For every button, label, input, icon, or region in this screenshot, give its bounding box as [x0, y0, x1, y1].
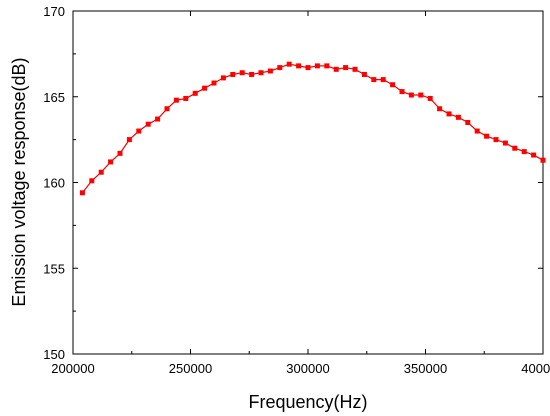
data-point-marker: [521, 149, 527, 155]
x-tick-label: 400000: [521, 361, 550, 376]
data-point-marker: [314, 63, 320, 69]
x-axis-ticks: 200000 250000 300000 350000 400000: [51, 11, 550, 376]
data-point-marker: [531, 152, 537, 158]
data-point-marker: [145, 121, 151, 127]
data-point-marker: [408, 92, 414, 98]
x-tick-label: 300000: [286, 361, 329, 376]
data-point-marker: [399, 89, 405, 95]
y-axis-ticks: 150 155 160 165 170: [43, 4, 543, 362]
data-point-marker: [474, 128, 480, 134]
data-point-marker: [502, 140, 508, 146]
data-point-marker: [136, 128, 142, 134]
data-point-marker: [192, 90, 198, 96]
data-point-marker: [437, 106, 443, 112]
data-point-marker: [239, 70, 245, 76]
y-axis-title: Emission voltage response(dB): [9, 57, 29, 306]
data-point-marker: [117, 150, 123, 156]
y-tick-label: 170: [43, 4, 65, 19]
y-tick-label: 160: [43, 176, 65, 191]
data-point-marker: [455, 114, 461, 120]
x-tick-label: 350000: [404, 361, 447, 376]
data-point-marker: [126, 137, 132, 143]
data-point-marker: [484, 133, 490, 139]
data-point-marker: [465, 119, 471, 125]
data-point-marker: [427, 95, 433, 101]
data-point-marker: [183, 95, 189, 101]
data-point-marker: [286, 61, 292, 67]
data-point-marker: [155, 116, 161, 122]
data-point-marker: [296, 63, 302, 69]
data-point-marker: [324, 63, 330, 69]
data-point-marker: [164, 106, 170, 112]
data-point-marker: [79, 190, 85, 196]
data-point-marker: [493, 137, 499, 143]
data-point-marker: [173, 97, 179, 103]
y-tick-label: 150: [43, 347, 65, 362]
data-point-marker: [371, 77, 377, 83]
data-point-marker: [211, 80, 217, 86]
data-point-marker: [258, 70, 264, 76]
data-point-marker: [446, 111, 452, 117]
y-tick-label: 165: [43, 90, 65, 105]
data-point-marker: [267, 68, 273, 74]
series-line: [81, 63, 544, 194]
x-tick-label: 250000: [169, 361, 212, 376]
series-layer: [79, 61, 546, 196]
data-point-marker: [108, 159, 114, 165]
data-point-marker: [352, 66, 358, 72]
x-tick-label: 200000: [51, 361, 94, 376]
data-point-marker: [418, 92, 424, 98]
data-point-marker: [202, 85, 208, 91]
data-point-marker: [540, 157, 546, 163]
x-axis-title: Frequency(Hz): [248, 392, 367, 412]
data-point-marker: [305, 65, 311, 71]
data-point-marker: [380, 77, 386, 83]
data-point-marker: [361, 71, 367, 77]
y-tick-label: 155: [43, 261, 65, 276]
plot-area-frame: [72, 10, 544, 355]
data-point-marker: [277, 65, 283, 71]
data-point-marker: [512, 145, 518, 151]
data-point-marker: [343, 65, 349, 71]
data-point-marker: [390, 82, 396, 88]
data-point-marker: [98, 169, 104, 175]
data-point-marker: [220, 75, 226, 81]
data-point-marker: [230, 71, 236, 77]
data-point-marker: [249, 71, 255, 77]
data-point-marker: [89, 178, 95, 184]
data-point-marker: [333, 66, 339, 72]
